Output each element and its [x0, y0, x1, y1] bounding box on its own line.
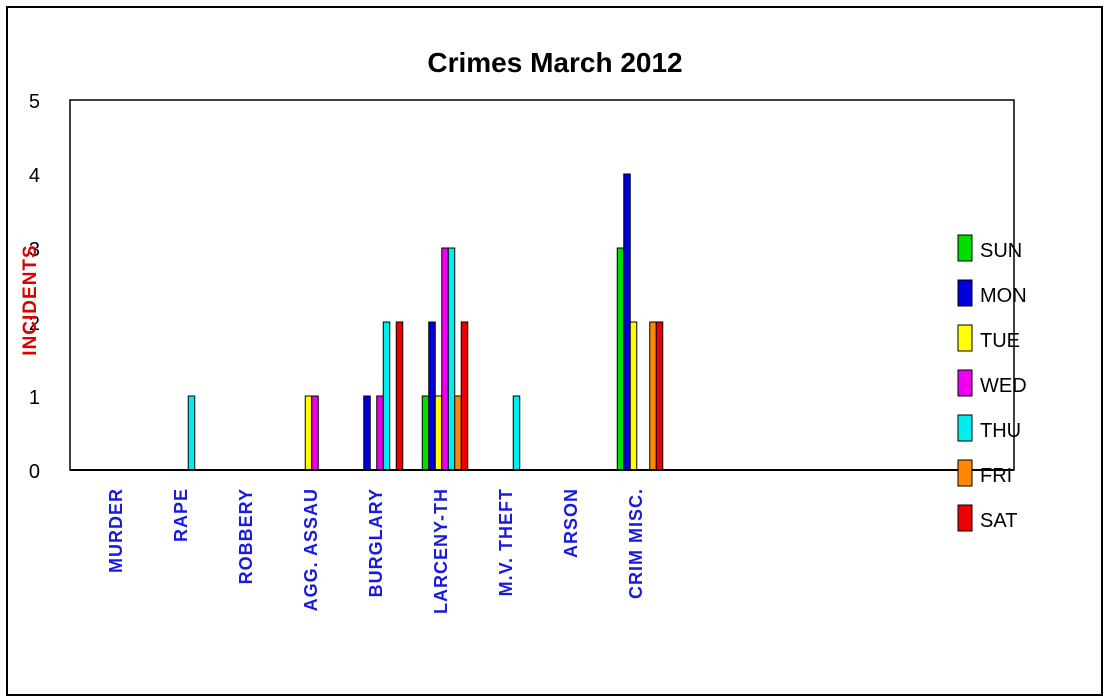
y-tick-label: 0: [29, 461, 40, 483]
bar-tue-3: [304, 395, 313, 471]
legend-label-thu: THU: [980, 420, 1021, 442]
y-tick-label: 2: [29, 313, 40, 335]
bar-sun-8: [616, 247, 625, 471]
category-label: MURDER: [106, 488, 126, 573]
legend-swatch-wed: [957, 369, 973, 397]
legend-label-fri: FRI: [980, 465, 1012, 487]
category-label: ROBBERY: [236, 488, 256, 584]
y-tick-label: 4: [29, 165, 40, 187]
bar-thu-4: [382, 321, 391, 471]
bar-mon-4: [363, 395, 371, 471]
legend-label-sun: SUN: [980, 240, 1022, 262]
bar-sat-4: [395, 321, 404, 471]
y-tick-label: 5: [29, 91, 40, 113]
category-label: RAPE: [171, 488, 191, 542]
bar-sat-5: [460, 321, 469, 471]
bar-fri-5: [454, 395, 462, 471]
bar-sun-5: [421, 395, 430, 471]
category-label: LARCENY-TH: [431, 488, 451, 614]
y-tick-label: 1: [29, 387, 40, 409]
bar-wed-3: [311, 395, 319, 471]
bar-fri-8: [649, 321, 657, 471]
category-label: BURGLARY: [366, 488, 386, 597]
legend-label-wed: WED: [980, 375, 1027, 397]
y-axis-label: INCIDENTS: [20, 244, 41, 355]
legend-swatch-tue: [957, 324, 973, 352]
bar-wed-4: [376, 395, 384, 471]
legend-swatch-sun: [957, 234, 973, 262]
bar-sat-8: [655, 321, 664, 471]
legend-label-mon: MON: [980, 285, 1027, 307]
category-label: ARSON: [561, 488, 581, 558]
bar-wed-5: [441, 247, 449, 471]
bar-thu-6: [512, 395, 521, 471]
category-label: M.V. THEFT: [496, 488, 516, 596]
legend-label-tue: TUE: [980, 330, 1020, 352]
bar-thu-1: [187, 395, 196, 471]
bar-tue-8: [629, 321, 638, 471]
legend-swatch-sat: [957, 504, 973, 532]
legend-swatch-mon: [957, 279, 973, 307]
legend-swatch-fri: [957, 459, 973, 487]
bar-thu-5: [447, 247, 456, 471]
legend-swatch-thu: [957, 414, 973, 442]
bar-mon-5: [428, 321, 436, 471]
category-label: AGG. ASSAU: [301, 488, 321, 611]
chart-frame: [6, 6, 1103, 696]
category-label: CRIM MISC.: [626, 488, 646, 599]
y-tick-label: 3: [29, 239, 40, 261]
bar-mon-8: [623, 173, 631, 471]
plot-area: [69, 99, 1015, 471]
chart-title: Crimes March 2012: [427, 47, 682, 78]
bar-tue-5: [434, 395, 443, 471]
legend-label-sat: SAT: [980, 510, 1017, 532]
